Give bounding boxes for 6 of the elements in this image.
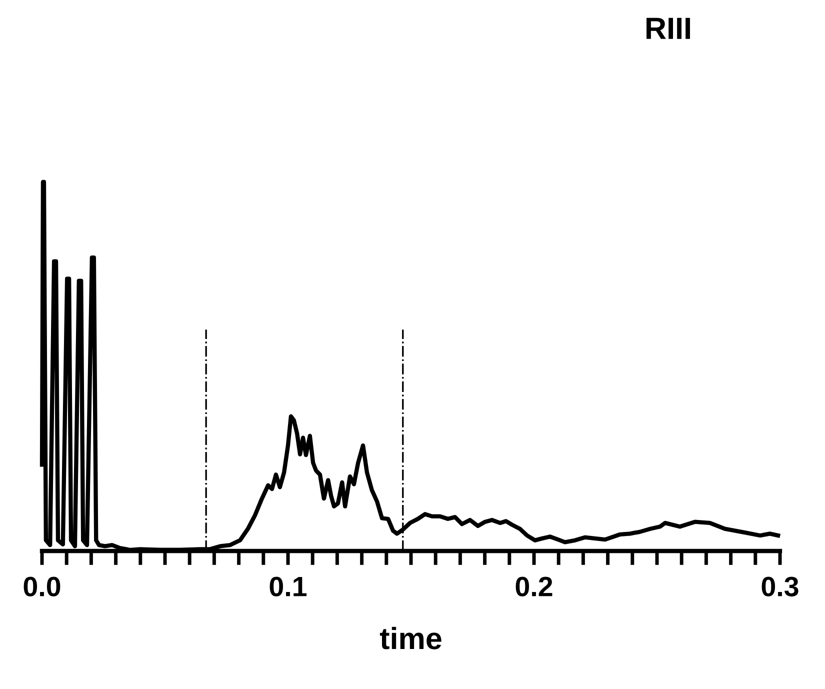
x-tick-label: 0.2	[516, 576, 552, 596]
x-axis-title: time	[380, 626, 442, 650]
x-tick-label: 0.3	[762, 576, 798, 596]
x-tick-label: 0.1	[270, 576, 307, 596]
chart-title: RIII	[646, 18, 690, 39]
x-tick-label: 0.0	[24, 576, 60, 596]
